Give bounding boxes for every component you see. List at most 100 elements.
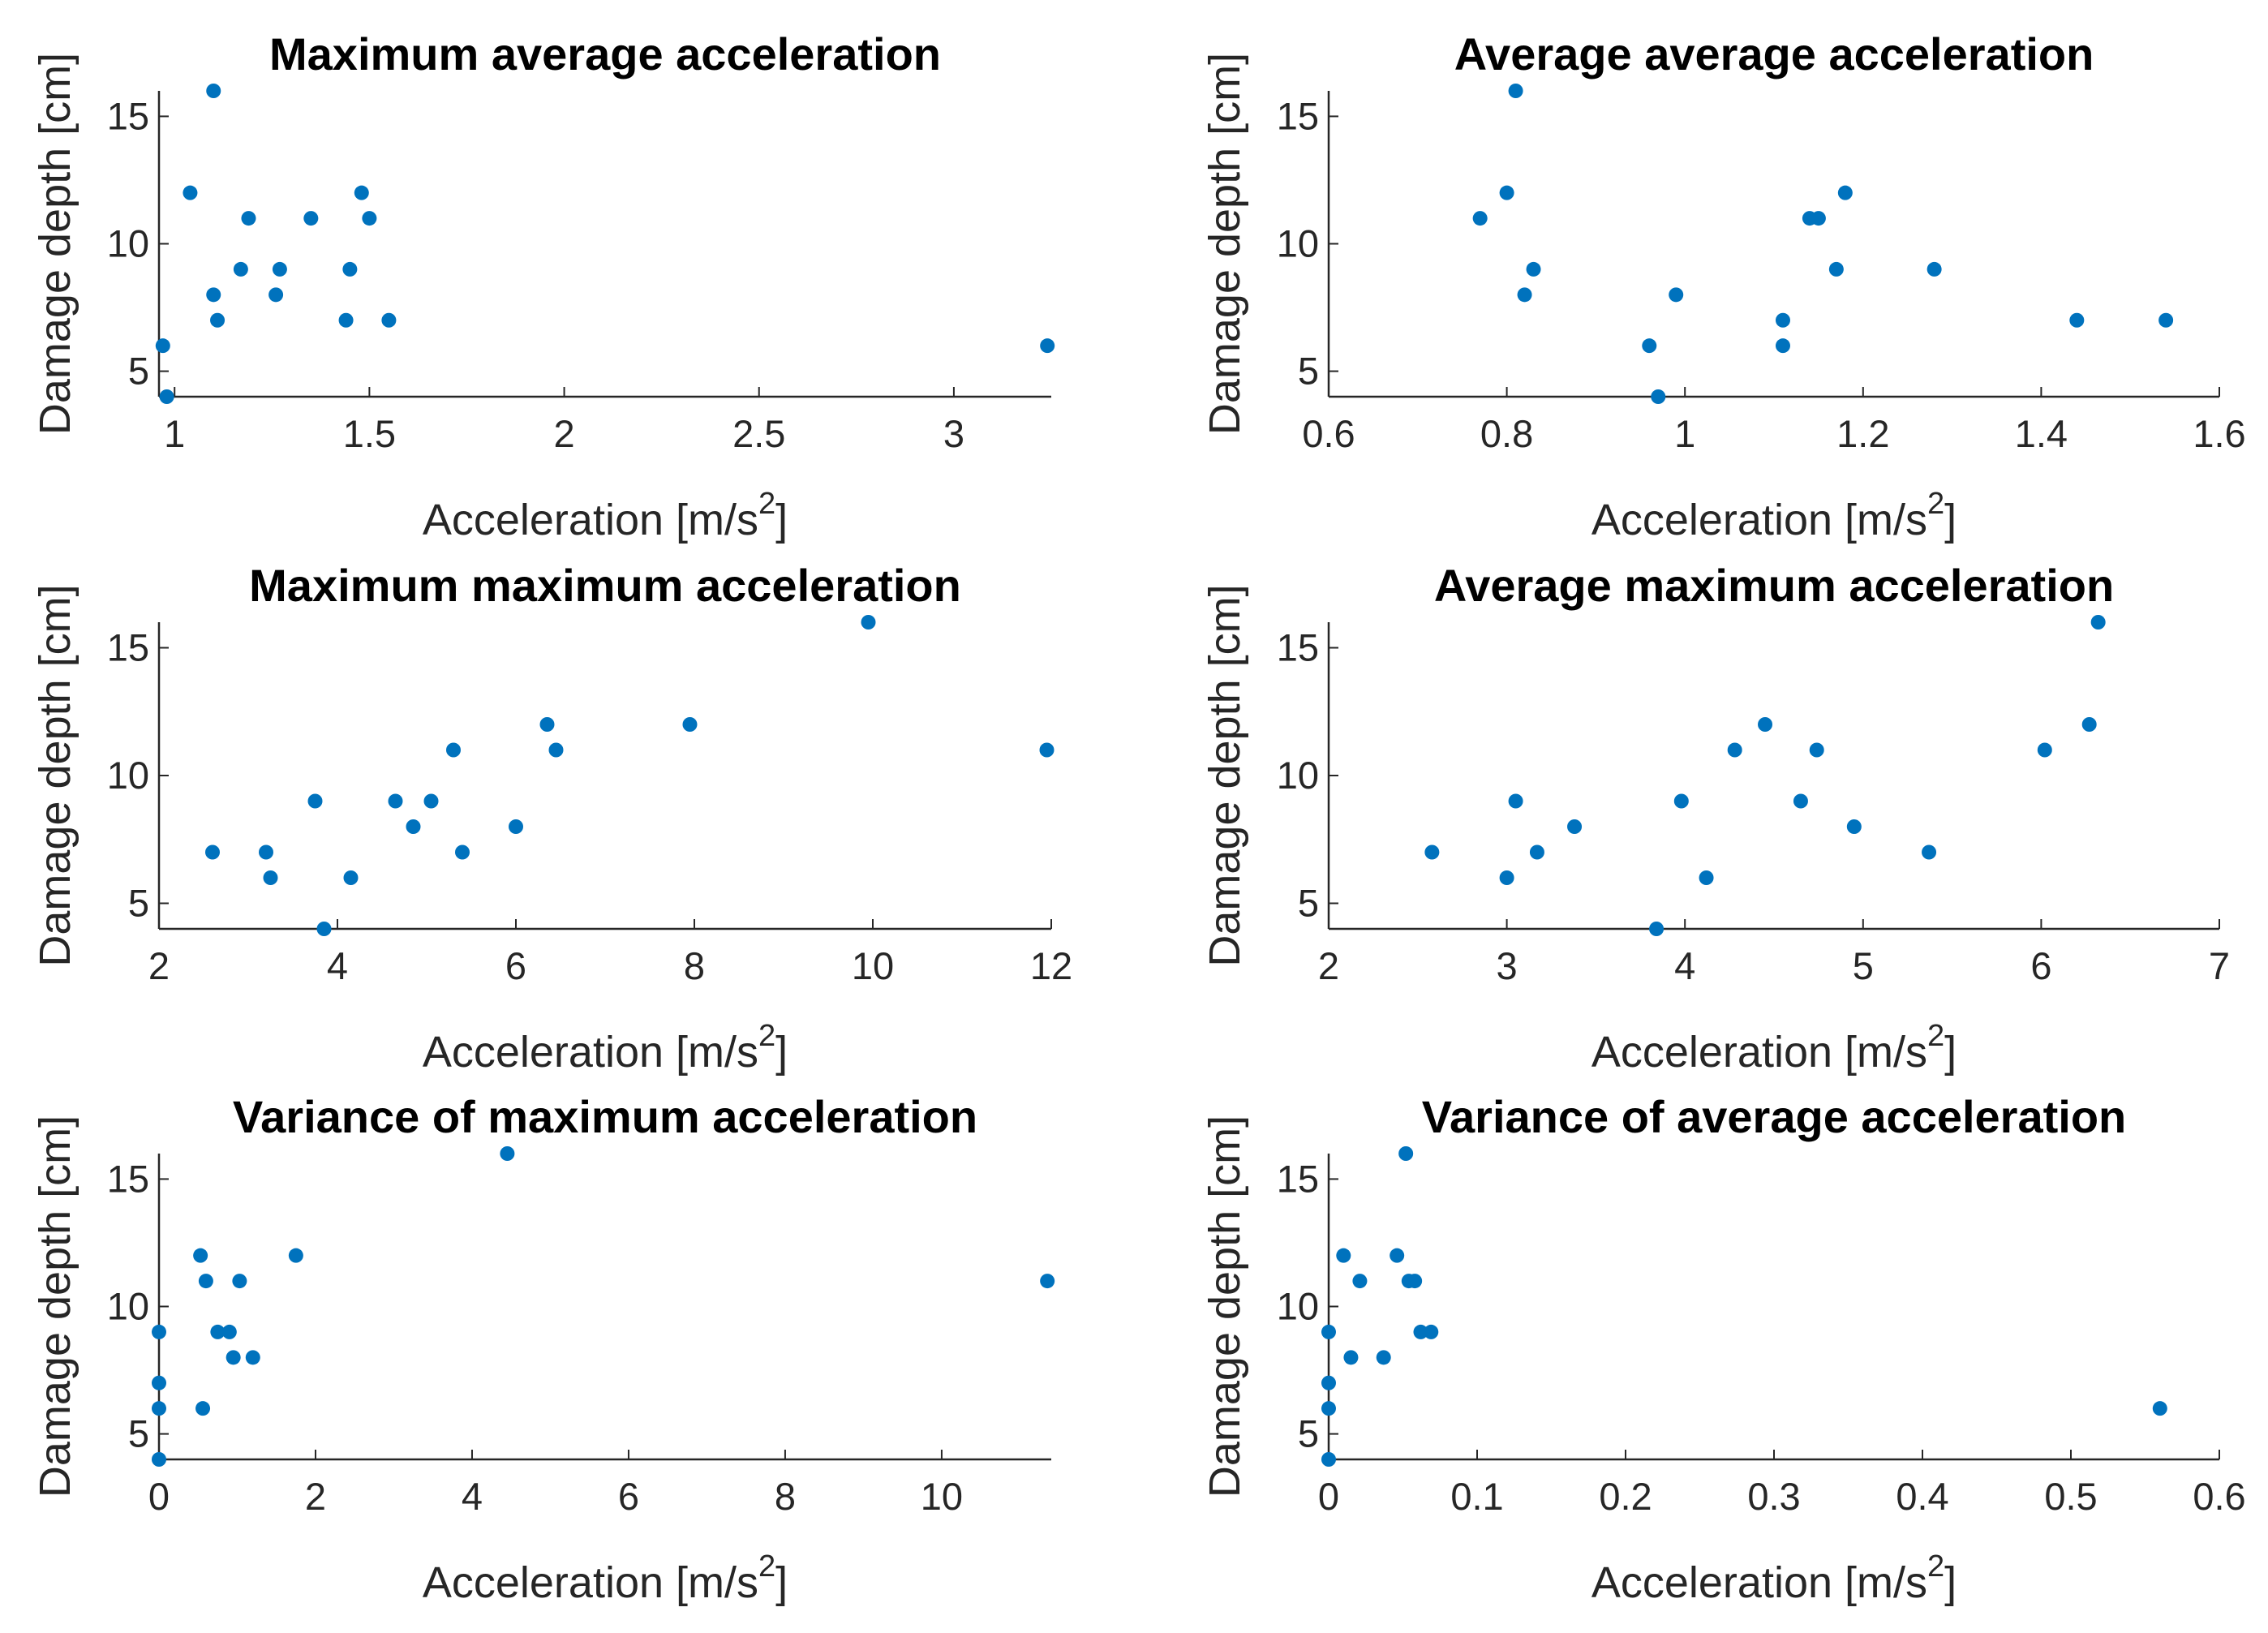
data-point bbox=[1390, 1248, 1405, 1263]
y-tick-label: 5 bbox=[128, 882, 149, 925]
x-tick-label: 2 bbox=[305, 1475, 326, 1518]
data-point bbox=[1499, 185, 1514, 200]
chart-title: Variance of maximum acceleration bbox=[233, 1091, 977, 1142]
data-point bbox=[2069, 312, 2085, 328]
data-point bbox=[233, 261, 248, 277]
data-point bbox=[1376, 1350, 1391, 1365]
x-tick-label: 0.8 bbox=[1480, 412, 1533, 455]
chart-title: Maximum maximum acceleration bbox=[249, 560, 961, 611]
y-axis-label: Damage depth [cm] bbox=[1201, 53, 1249, 435]
y-tick-label: 10 bbox=[107, 222, 149, 265]
data-point bbox=[1699, 870, 1714, 885]
x-axis-label: Acceleration [m/s2] bbox=[423, 1019, 788, 1076]
data-point bbox=[1472, 211, 1488, 226]
y-axis-label: Damage depth [cm] bbox=[31, 1115, 79, 1498]
data-point bbox=[198, 1274, 213, 1289]
y-tick-label: 10 bbox=[1277, 754, 1319, 797]
data-point bbox=[210, 1324, 226, 1339]
data-point bbox=[303, 211, 319, 226]
data-point bbox=[362, 211, 377, 226]
x-tick-label: 1.2 bbox=[1836, 412, 1889, 455]
x-tick-label: 4 bbox=[327, 944, 348, 987]
data-point bbox=[226, 1350, 241, 1365]
data-point bbox=[1321, 1324, 1336, 1339]
data-point bbox=[1343, 1350, 1359, 1365]
y-tick-label: 5 bbox=[1298, 350, 1319, 393]
x-tick-label: 3 bbox=[1497, 944, 1518, 987]
data-point bbox=[241, 211, 256, 226]
data-point bbox=[1424, 1324, 1439, 1339]
y-tick-label: 5 bbox=[128, 1412, 149, 1455]
y-tick-label: 10 bbox=[107, 754, 149, 797]
subplot-1: Maximum average acceleration 1 1.5 2 2.5 3 5 10… bbox=[31, 28, 1055, 544]
data-point bbox=[259, 844, 273, 860]
data-point bbox=[1758, 717, 1773, 732]
data-point bbox=[1775, 312, 1790, 328]
x-tick-label: 0.6 bbox=[2193, 1475, 2245, 1518]
data-point bbox=[206, 287, 221, 303]
data-point bbox=[245, 1350, 260, 1365]
data-point bbox=[1649, 922, 1664, 936]
x-tick-label: 1.6 bbox=[2193, 412, 2245, 455]
y-axis-label: Damage depth [cm] bbox=[1201, 584, 1249, 966]
data-point bbox=[423, 793, 439, 809]
data-point bbox=[1775, 338, 1790, 354]
data-point bbox=[548, 742, 564, 758]
data-point bbox=[1321, 1401, 1336, 1416]
y-tick-label: 5 bbox=[128, 350, 149, 393]
data-point bbox=[1727, 742, 1742, 758]
data-point bbox=[1526, 261, 1541, 277]
y-tick-label: 15 bbox=[1277, 94, 1319, 137]
x-tick-label: 1.4 bbox=[2015, 412, 2068, 455]
data-point bbox=[152, 1452, 166, 1467]
x-tick-label: 5 bbox=[1853, 944, 1874, 987]
y-tick-label: 5 bbox=[1298, 1412, 1319, 1455]
data-point bbox=[1040, 338, 1055, 354]
data-point bbox=[1508, 793, 1523, 809]
data-point bbox=[1407, 1274, 1423, 1289]
x-tick-label: 0.1 bbox=[1450, 1475, 1503, 1518]
x-tick-label: 10 bbox=[852, 944, 894, 987]
data-point bbox=[1809, 742, 1824, 758]
data-point bbox=[2090, 615, 2106, 630]
x-axis-label: Acceleration [m/s2] bbox=[423, 1549, 788, 1607]
data-point bbox=[388, 793, 403, 809]
x-tick-label: 0 bbox=[1318, 1475, 1339, 1518]
data-point bbox=[221, 1324, 237, 1339]
x-tick-label: 0.3 bbox=[1747, 1475, 1800, 1518]
data-point bbox=[342, 261, 358, 277]
data-point bbox=[268, 287, 284, 303]
data-point bbox=[316, 922, 332, 936]
data-point bbox=[1529, 844, 1544, 860]
subplot-5: Variance of maximum acceleration 0 2 4 6 8 10 5… bbox=[31, 1091, 1055, 1607]
x-tick-label: 0 bbox=[148, 1475, 170, 1518]
data-point bbox=[1669, 287, 1684, 303]
data-point bbox=[1811, 211, 1826, 226]
data-point bbox=[1567, 819, 1583, 834]
y-tick-label: 15 bbox=[1277, 626, 1319, 669]
x-tick-label: 1 bbox=[164, 412, 185, 455]
data-point bbox=[1321, 1452, 1336, 1467]
data-point bbox=[1336, 1248, 1351, 1263]
data-point bbox=[500, 1146, 515, 1161]
chart-title: Variance of average acceleration bbox=[1422, 1091, 2127, 1142]
data-point bbox=[1499, 870, 1514, 885]
x-tick-label: 2 bbox=[1318, 944, 1339, 987]
data-point bbox=[1398, 1146, 1414, 1161]
data-point bbox=[861, 615, 876, 630]
subplot-3: Maximum maximum acceleration 2 4 6 8 10 12 5 10 1… bbox=[31, 560, 1072, 1076]
data-point bbox=[195, 1401, 211, 1416]
subplot-6: Variance of average acceleration 0 0.1 0.2 0… bbox=[1201, 1091, 2246, 1607]
subplot-4: Average maximum acceleration 2 3 4 5 6 7 5 10 15 A… bbox=[1201, 560, 2230, 1076]
x-tick-label: 7 bbox=[2209, 944, 2230, 987]
y-tick-label: 15 bbox=[107, 626, 149, 669]
data-point bbox=[232, 1274, 247, 1289]
x-tick-label: 2 bbox=[553, 412, 574, 455]
x-tick-label: 8 bbox=[684, 944, 705, 987]
data-point bbox=[1651, 389, 1666, 404]
data-point bbox=[1040, 1274, 1055, 1289]
data-point bbox=[2081, 717, 2097, 732]
data-point bbox=[193, 1248, 208, 1263]
y-tick-label: 10 bbox=[1277, 222, 1319, 265]
